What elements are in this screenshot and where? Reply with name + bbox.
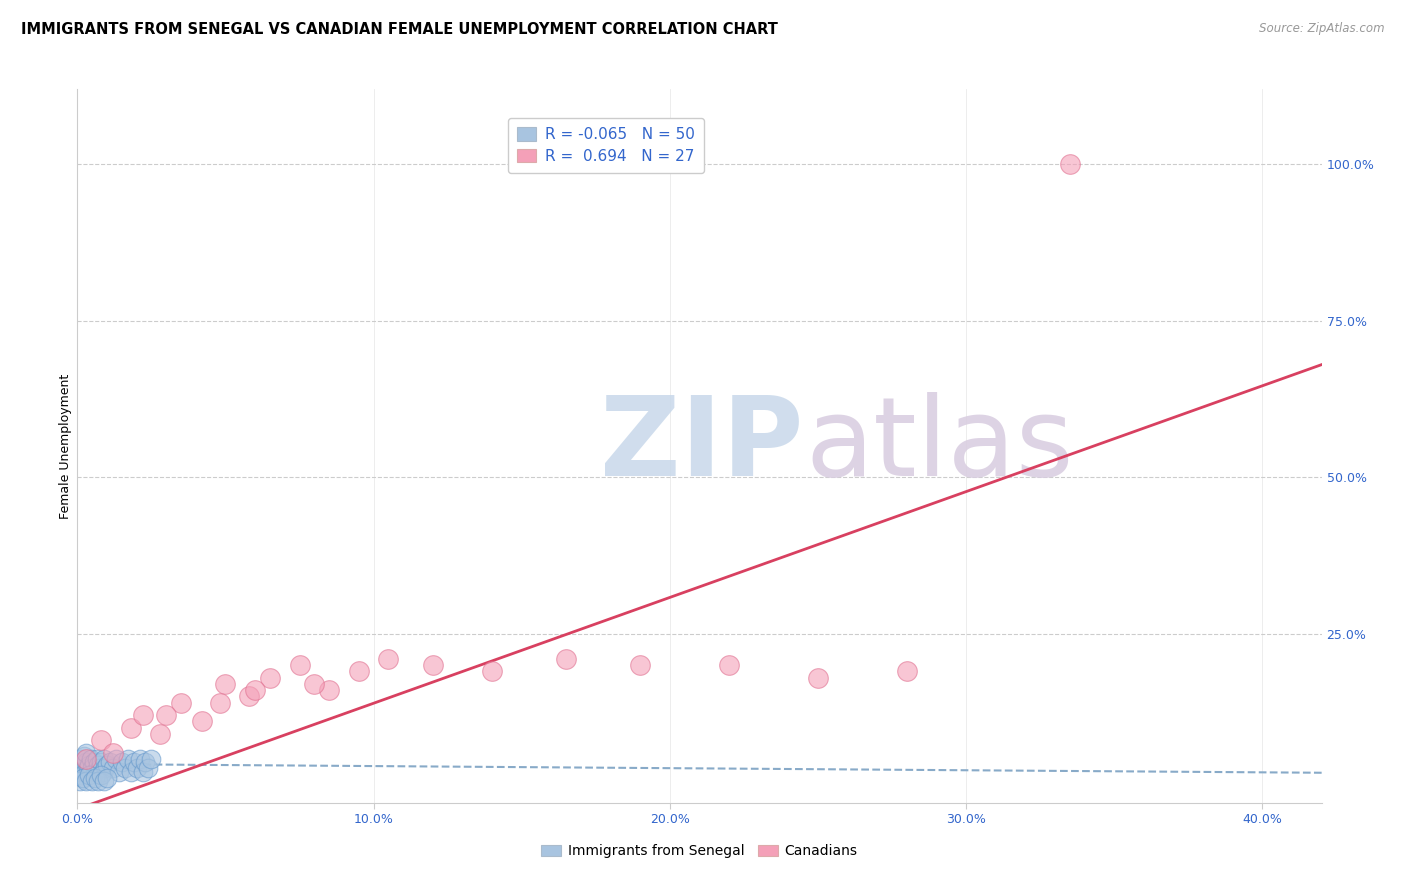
Point (243, 683, 266, 698)
Point (101, 761, 124, 775)
Point (555, 652, 578, 666)
Point (72, 771, 94, 785)
Point (259, 671, 281, 685)
Point (91, 764, 114, 779)
Point (75, 773, 97, 788)
Point (87, 758, 110, 772)
Point (90, 767, 112, 781)
Text: atlas: atlas (806, 392, 1074, 500)
Point (84, 771, 107, 785)
Point (77, 758, 100, 772)
Point (69, 755, 91, 769)
Point (718, 658, 741, 673)
Point (82, 773, 104, 788)
Point (807, 671, 830, 685)
Point (238, 690, 260, 704)
Point (79, 752, 101, 766)
Legend: Immigrants from Senegal, Canadians: Immigrants from Senegal, Canadians (536, 838, 863, 863)
Point (72, 771, 94, 785)
Point (191, 714, 214, 729)
Point (318, 683, 340, 698)
Point (122, 755, 145, 769)
Point (90, 733, 112, 747)
Point (104, 752, 127, 766)
Point (87, 773, 110, 788)
Point (149, 727, 172, 741)
Text: IMMIGRANTS FROM SENEGAL VS CANADIAN FEMALE UNEMPLOYMENT CORRELATION CHART: IMMIGRANTS FROM SENEGAL VS CANADIAN FEMA… (21, 22, 778, 37)
Point (93, 773, 115, 788)
Point (76, 761, 98, 775)
Point (72, 758, 94, 772)
Point (288, 658, 311, 673)
Point (214, 677, 236, 691)
Point (131, 764, 153, 779)
Point (75, 752, 97, 766)
Point (84, 764, 107, 779)
Point (69, 767, 91, 781)
Point (96, 771, 118, 785)
Point (69, 773, 91, 788)
Point (377, 652, 399, 666)
Y-axis label: Female Unemployment: Female Unemployment (59, 374, 72, 518)
Point (90, 755, 112, 769)
Point (304, 677, 326, 691)
Point (77, 767, 100, 781)
Point (170, 696, 193, 710)
Point (117, 752, 139, 766)
Point (73, 748, 96, 763)
Point (75, 746, 97, 760)
Point (1059, 157, 1081, 171)
Text: ZIP: ZIP (600, 392, 803, 500)
Point (120, 721, 142, 735)
Point (75, 755, 97, 769)
Text: Source: ZipAtlas.com: Source: ZipAtlas.com (1260, 22, 1385, 36)
Point (628, 658, 651, 673)
Point (73, 764, 96, 779)
Point (67, 764, 90, 779)
Point (86, 752, 108, 766)
Point (141, 752, 163, 766)
Point (94, 761, 117, 775)
Point (101, 746, 124, 760)
Point (120, 764, 142, 779)
Point (83, 755, 105, 769)
Point (70, 752, 93, 766)
Point (138, 761, 160, 775)
Point (422, 658, 444, 673)
Point (481, 665, 503, 679)
Point (108, 764, 131, 779)
Point (125, 761, 148, 775)
Point (89, 761, 111, 775)
Point (70, 761, 93, 775)
Point (347, 665, 370, 679)
Point (155, 708, 177, 723)
Point (93, 752, 115, 766)
Point (98, 755, 121, 769)
Point (896, 665, 918, 679)
Point (134, 755, 156, 769)
Point (131, 708, 153, 723)
Point (82, 761, 104, 775)
Point (114, 761, 136, 775)
Point (128, 752, 150, 766)
Point (208, 696, 231, 710)
Point (111, 755, 134, 769)
Point (96, 758, 118, 772)
